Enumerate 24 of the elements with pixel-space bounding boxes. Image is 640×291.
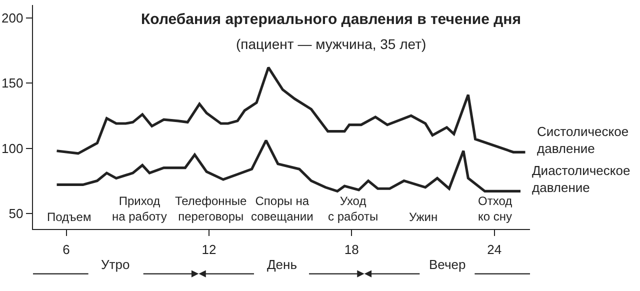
annotation: Ужин [409,210,438,224]
y-tick-label: 200 [1,10,24,26]
annotation: Приход на работу [112,194,167,224]
line-series [55,66,527,155]
y-tick-label: 150 [1,76,24,91]
y-tick-label: 100 [1,140,24,156]
annotation: Уход с работы [328,194,378,224]
annotation: Отход ко сну [478,194,512,224]
text: День [267,257,298,272]
chart-title: Колебания артериального давления в течение дня [141,11,521,28]
text: Вечер [429,257,466,272]
x-tick-label: 24 [487,242,502,257]
text: (пациент — мужчина, 35 лет) [236,36,426,52]
annotation: Телефонные переговоры [175,194,248,224]
line-series [55,139,522,193]
x-tick-label: 18 [344,242,359,257]
series-label: Диастолическое давление [532,163,630,195]
annotation: Подъем [47,210,92,224]
x-tick-label: 6 [62,242,70,257]
annotation: Споры на совещании [251,194,314,224]
series-label: Систолическое давление [537,124,629,156]
text: Утро [101,257,130,272]
y-tick-label: 50 [8,206,24,221]
x-tick-label: 12 [202,242,216,257]
